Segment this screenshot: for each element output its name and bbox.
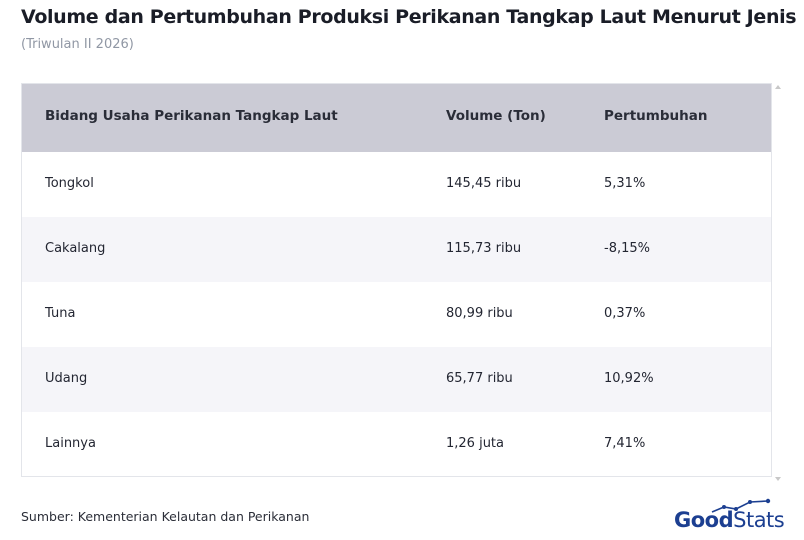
scroll-down-arrow-icon[interactable] [775, 477, 781, 481]
column-header-pertumbuhan[interactable]: Pertumbuhan [604, 108, 708, 124]
goodstats-logo: GoodStats [672, 498, 792, 538]
table-row: Tongkol 145,45 ribu 5,31% [22, 152, 771, 217]
logo-stats-text: Stats [733, 508, 785, 532]
column-header-volume[interactable]: Volume (Ton) [446, 108, 546, 124]
column-header-bidang-usaha[interactable]: Bidang Usaha Perikanan Tangkap Laut [45, 108, 338, 124]
data-table: Bidang Usaha Perikanan Tangkap Laut Volu… [21, 83, 772, 477]
table-row: Lainnya 1,26 juta 7,41% [22, 412, 771, 476]
cell-bidang-usaha: Tuna [45, 306, 76, 321]
logo-good-text: Good [674, 508, 734, 532]
cell-bidang-usaha: Udang [45, 371, 88, 386]
cell-pertumbuhan: 7,41% [604, 436, 646, 451]
table-scrollbar[interactable] [772, 83, 784, 483]
table-header: Bidang Usaha Perikanan Tangkap Laut Volu… [22, 84, 771, 152]
cell-volume: 65,77 ribu [446, 371, 513, 386]
source-note: Sumber: Kementerian Kelautan dan Perikan… [21, 509, 310, 524]
cell-pertumbuhan: 10,92% [604, 371, 654, 386]
cell-volume: 80,99 ribu [446, 306, 513, 321]
cell-volume: 145,45 ribu [446, 176, 522, 191]
cell-volume: 1,26 juta [446, 436, 504, 451]
table-row: Tuna 80,99 ribu 0,37% [22, 282, 771, 347]
cell-bidang-usaha: Cakalang [45, 241, 106, 256]
cell-pertumbuhan: 5,31% [604, 176, 646, 191]
page-subtitle: (Triwulan II 2026) [21, 37, 134, 52]
table-row: Cakalang 115,73 ribu -8,15% [22, 217, 771, 282]
cell-bidang-usaha: Lainnya [45, 436, 96, 451]
page-title: Volume dan Pertumbuhan Produksi Perikana… [21, 6, 797, 28]
logo-wordmark: GoodStats [674, 508, 785, 532]
cell-bidang-usaha: Tongkol [45, 176, 94, 191]
scroll-up-arrow-icon[interactable] [775, 85, 781, 89]
cell-volume: 115,73 ribu [446, 241, 522, 256]
cell-pertumbuhan: -8,15% [604, 241, 650, 256]
cell-pertumbuhan: 0,37% [604, 306, 646, 321]
trend-line-icon [711, 498, 771, 513]
table-row: Udang 65,77 ribu 10,92% [22, 347, 771, 412]
